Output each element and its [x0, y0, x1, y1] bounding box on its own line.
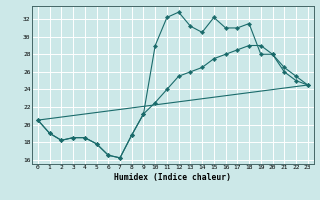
X-axis label: Humidex (Indice chaleur): Humidex (Indice chaleur)	[114, 173, 231, 182]
